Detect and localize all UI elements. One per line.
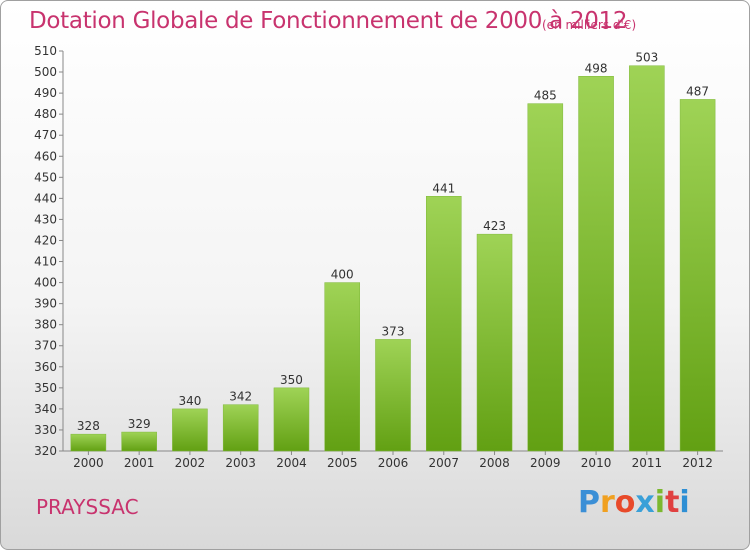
y-tick-label: 430 xyxy=(34,212,57,226)
y-tick-label: 340 xyxy=(34,402,57,416)
y-tick-label: 490 xyxy=(34,86,57,100)
bar-value-label: 400 xyxy=(331,268,354,282)
y-tick-label: 360 xyxy=(34,360,57,374)
x-tick-label: 2005 xyxy=(327,456,358,470)
y-tick-label: 510 xyxy=(34,44,57,58)
bar xyxy=(375,339,411,452)
x-tick-label: 2000 xyxy=(73,456,104,470)
x-tick-label: 2001 xyxy=(124,456,155,470)
x-tick-label: 2009 xyxy=(530,456,561,470)
bar-value-label: 487 xyxy=(686,84,709,98)
bars: 328 329 340 342 350 400 373 441 423 485 498 503 487 xyxy=(70,51,716,452)
bar xyxy=(629,65,665,452)
logo-letter: i xyxy=(654,485,666,520)
bar-value-label: 328 xyxy=(77,419,100,433)
x-tick-label: 2008 xyxy=(479,456,510,470)
bar xyxy=(324,282,360,452)
commune-name: PRAYSSAC xyxy=(36,495,139,519)
x-tick-label: 2006 xyxy=(378,456,409,470)
chart-title: Dotation Globale de Fonctionnement de 20… xyxy=(29,8,628,34)
y-tick-label: 450 xyxy=(34,170,57,184)
y-tick-label: 480 xyxy=(34,107,57,121)
y-tick-label: 410 xyxy=(34,255,57,269)
bar-value-label: 485 xyxy=(534,89,557,103)
x-tick-label: 2010 xyxy=(581,456,612,470)
x-tick-label: 2003 xyxy=(225,456,256,470)
chart-unit: (en milliers d'€) xyxy=(542,18,637,32)
bar-value-label: 498 xyxy=(585,61,608,75)
y-tick-label: 500 xyxy=(34,65,57,79)
bar xyxy=(679,99,716,452)
x-tick-label: 2002 xyxy=(175,456,206,470)
y-tick-label: 420 xyxy=(34,233,57,247)
y-tick-label: 470 xyxy=(34,128,57,142)
y-tick-label: 390 xyxy=(34,297,57,311)
bar-value-label: 503 xyxy=(635,51,658,65)
bar xyxy=(578,76,614,452)
logo-letter: P xyxy=(578,485,600,520)
x-tick-label: 2004 xyxy=(276,456,307,470)
bar xyxy=(172,408,208,452)
logo-letter: x xyxy=(635,485,655,520)
bar-value-label: 441 xyxy=(432,181,455,195)
x-tick-label: 2012 xyxy=(682,456,713,470)
bar xyxy=(273,387,310,452)
logo-letter: t xyxy=(665,485,680,520)
bar-value-label: 329 xyxy=(128,417,151,431)
bar xyxy=(527,103,564,452)
bar xyxy=(476,233,513,452)
bar-value-label: 373 xyxy=(382,324,405,338)
bar-value-label: 342 xyxy=(229,390,252,404)
bar-value-label: 340 xyxy=(178,394,201,408)
y-tick-label: 330 xyxy=(34,423,57,437)
y-tick-label: 370 xyxy=(34,339,57,353)
logo-letter: o xyxy=(614,485,636,520)
logo-letter: i xyxy=(679,485,690,520)
bar xyxy=(426,196,462,452)
y-tick-label: 400 xyxy=(34,276,57,290)
y-tick-label: 460 xyxy=(34,149,57,163)
bar xyxy=(222,404,259,452)
y-tick-label: 320 xyxy=(34,444,57,458)
axes: 320 330 340 350 360 370 380 390 400 410 420 430 440 4… xyxy=(34,44,723,470)
proxiti-logo: Proxiti xyxy=(578,485,690,520)
bar xyxy=(121,431,157,452)
y-tick-label: 440 xyxy=(34,191,57,205)
y-tick-label: 380 xyxy=(34,318,57,332)
x-tick-label: 2007 xyxy=(428,456,459,470)
y-tick-label: 350 xyxy=(34,381,57,395)
x-tick-label: 2011 xyxy=(632,456,663,470)
bar-value-label: 423 xyxy=(483,219,506,233)
bar-value-label: 350 xyxy=(280,373,303,387)
logo-letter: r xyxy=(600,485,615,520)
bar xyxy=(70,433,107,452)
